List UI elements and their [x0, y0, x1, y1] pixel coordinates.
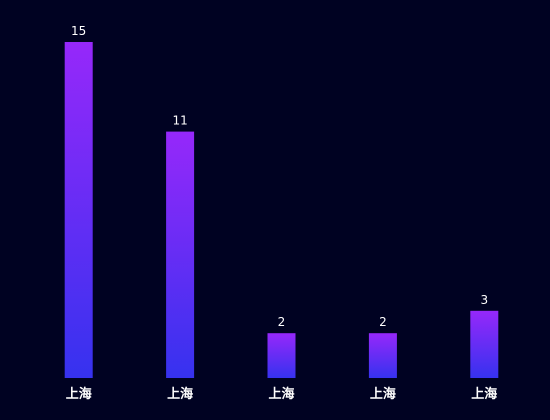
bar-value-label-1: 11 — [172, 114, 187, 128]
category-label-0: 上海 — [66, 386, 92, 402]
bar-2 — [267, 333, 296, 378]
bar-4 — [470, 310, 499, 378]
bar-value-label-2: 2 — [278, 315, 286, 329]
category-label-4: 上海 — [471, 386, 497, 402]
value-labels-group: 15 11 2 2 3 — [71, 24, 488, 329]
bars-group — [64, 42, 499, 378]
category-label-2: 上海 — [268, 386, 294, 402]
bar-3 — [368, 333, 397, 378]
bar-value-label-0: 15 — [71, 24, 86, 38]
category-label-1: 上海 — [167, 386, 193, 402]
category-label-3: 上海 — [370, 386, 396, 402]
bar-0 — [64, 42, 93, 378]
bar-1 — [166, 131, 195, 378]
category-labels-group: 上海 上海 上海 上海 上海 — [66, 386, 498, 402]
bar-value-label-4: 3 — [480, 293, 488, 307]
bar-value-label-3: 2 — [379, 315, 387, 329]
